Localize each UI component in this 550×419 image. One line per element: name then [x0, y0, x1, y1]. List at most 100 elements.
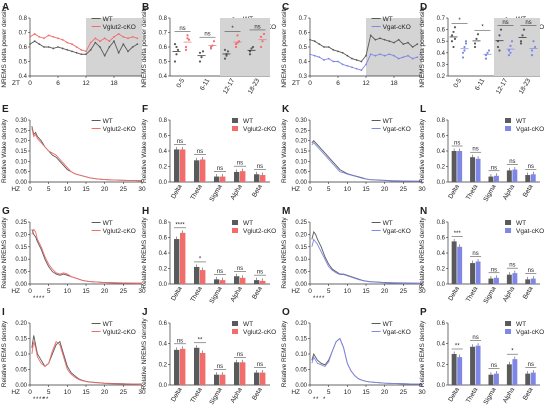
y-tick-label: 0.15 — [295, 337, 307, 343]
y-axis-label: Relative REMS density — [1, 320, 8, 387]
x-tick-label: Delta — [447, 386, 461, 403]
x-tick-label: 12-17 — [222, 77, 237, 95]
y-axis-label: Relative Wake density — [141, 118, 148, 183]
cko-point — [509, 44, 512, 47]
cko-point — [507, 54, 511, 57]
data-point — [323, 59, 325, 61]
x-tick-label: 20 — [381, 389, 389, 396]
legend-label: WT — [516, 118, 526, 125]
bar — [475, 345, 481, 385]
y-axis-label: Relative NREMS density — [281, 217, 288, 289]
y-tick-label: 0.20 — [15, 321, 27, 327]
y-tick-label: 0.10 — [15, 257, 27, 263]
bar — [220, 374, 226, 385]
data-point — [355, 67, 358, 70]
wt-point — [522, 28, 526, 31]
y-tick-label: 0.15 — [295, 149, 307, 155]
x-tick-label: 0 — [308, 288, 312, 295]
wt-point — [499, 28, 503, 31]
x-tick-label: 12 — [82, 80, 90, 87]
x-tick-label: Delta — [447, 285, 461, 302]
data-point — [29, 35, 31, 38]
x-tick-label: 0 — [308, 389, 312, 396]
x-tick-label: Alpha — [502, 183, 517, 201]
cko-point — [187, 38, 191, 41]
x-axis-label: HZ — [11, 186, 20, 193]
panel-letter: P — [420, 307, 427, 318]
data-point — [309, 53, 311, 56]
x-tick-label: Sigma — [208, 285, 223, 305]
significance-label: ns — [257, 164, 263, 170]
significance-marks: * * * — [313, 397, 326, 403]
cko-point — [486, 51, 489, 54]
x-tick-label: 20 — [101, 186, 109, 193]
legend-label: Vgat-cKO — [383, 126, 411, 133]
x-tick-label: 12-17 — [495, 77, 510, 95]
series-line — [311, 238, 423, 284]
data-point — [33, 40, 36, 43]
panel-e: E Relative Wake density 0.00 0.05 0.10 0.15 0.… — [1, 104, 146, 193]
y-tick-label: 0.3 — [299, 74, 308, 80]
significance-marks: * * * * — [313, 296, 325, 302]
legend-swatch — [505, 329, 512, 334]
bar — [512, 169, 518, 182]
x-tick-label: 18-23 — [247, 77, 262, 95]
data-point — [388, 53, 391, 56]
significance-label: * — [458, 18, 461, 24]
panel-l: L Relative Wake density 0.0 0.2 0.4 0.6 0.8 WTV… — [419, 104, 544, 203]
panel-p: P Relative REMS density 0.0 0.2 0.4 0.6 WTVgat… — [419, 307, 544, 406]
bar — [254, 280, 260, 284]
significance-label: ns — [454, 141, 460, 147]
cko-point — [530, 54, 534, 57]
significance-star: * — [39, 296, 42, 302]
y-tick-label: 0.25 — [295, 128, 307, 134]
significance-label: ** — [198, 337, 203, 343]
x-tick-label: 6 — [336, 80, 340, 87]
significance-label: ns — [204, 32, 210, 38]
significance-star: * — [46, 397, 49, 403]
y-tick-label: 0.4 — [159, 342, 168, 348]
x-tick-label: Beta — [251, 386, 264, 401]
y-tick-label: 0.4 — [437, 251, 446, 257]
y-tick-label: 0.5 — [19, 60, 28, 66]
dark-phase-shading — [220, 18, 270, 76]
y-tick-label: 0.15 — [295, 245, 307, 251]
cko-point — [234, 45, 238, 49]
y-axis-label: Relative NREMS density — [141, 217, 148, 289]
series-line — [31, 340, 143, 385]
significance-label: ns — [525, 20, 531, 26]
x-tick-label: 25 — [120, 186, 128, 193]
bar — [200, 352, 206, 385]
y-tick-label: 0.8 — [437, 118, 446, 124]
x-tick-label: 30 — [418, 389, 426, 396]
x-tick-label: 5 — [47, 186, 51, 193]
significance-marks: * * * ** * — [33, 397, 49, 403]
series-line — [31, 335, 142, 385]
data-point — [117, 51, 120, 54]
data-point — [393, 54, 395, 57]
significance-star: * — [42, 296, 45, 302]
data-point — [365, 54, 367, 57]
y-axis-label: NREMS delta power density — [141, 6, 148, 88]
bar — [451, 354, 457, 385]
data-point — [309, 38, 311, 41]
y-tick-label: 0.2 — [437, 362, 446, 368]
bar — [254, 372, 260, 385]
significance-label: ns — [472, 251, 478, 257]
wt-point — [473, 42, 477, 45]
data-point — [397, 57, 400, 60]
data-point — [47, 46, 50, 48]
panel-letter: M — [282, 206, 290, 217]
x-tick-label: Beta — [251, 183, 264, 198]
bar — [194, 347, 200, 385]
panel-letter: I — [2, 307, 5, 318]
x-tick-label: Delta — [447, 183, 461, 200]
data-point — [127, 50, 129, 53]
wt-point — [225, 54, 228, 57]
cko-point — [262, 32, 266, 36]
x-tick-label: 30 — [138, 288, 146, 295]
data-point — [43, 37, 45, 40]
